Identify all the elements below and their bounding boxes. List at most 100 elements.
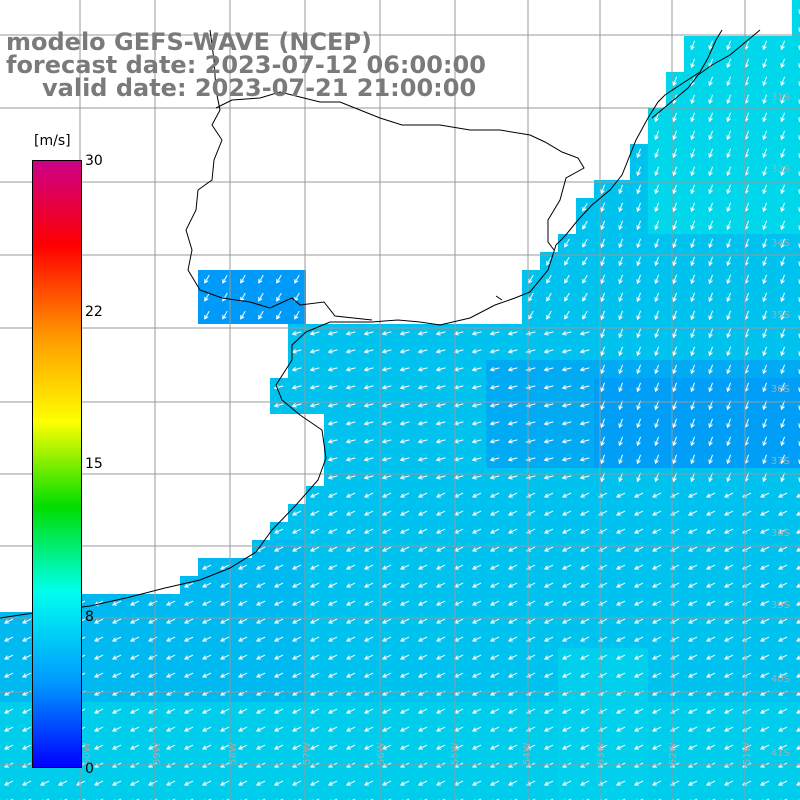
- wind-arrow: [327, 780, 338, 786]
- wind-arrow: [201, 564, 212, 570]
- wind-arrow: [399, 546, 410, 552]
- wind-arrow: [381, 439, 392, 444]
- wind-arrow: [615, 726, 626, 732]
- wind-arrow: [363, 421, 374, 426]
- wind-arrow: [258, 310, 264, 320]
- wind-arrow: [528, 292, 534, 302]
- wind-arrow: [327, 510, 338, 516]
- wind-arrow: [435, 492, 446, 498]
- wind-arrow: [489, 421, 500, 426]
- wind-arrow: [705, 636, 716, 642]
- wind-arrow: [309, 582, 320, 588]
- wind-arrow: [345, 385, 356, 390]
- lon-label: 54W: [522, 742, 533, 765]
- wind-arrow: [507, 367, 518, 372]
- wind-arrow: [219, 726, 230, 732]
- wind-arrow: [579, 457, 590, 462]
- wind-arrow: [363, 726, 374, 732]
- wind-arrow: [345, 780, 356, 786]
- wind-arrow: [93, 780, 104, 786]
- wind-cell: [684, 792, 702, 800]
- wind-arrow: [111, 708, 122, 714]
- wind-arrow: [579, 636, 590, 642]
- wind-arrow: [111, 600, 122, 606]
- wind-cell: [792, 468, 800, 486]
- wind-arrow: [381, 385, 392, 390]
- wind-arrow: [435, 546, 446, 552]
- wind-arrow: [471, 564, 482, 570]
- wind-arrow: [435, 744, 446, 750]
- wind-cell: [792, 0, 800, 18]
- wind-arrow: [255, 744, 266, 750]
- wind-arrow: [435, 349, 446, 354]
- wind-cell: [432, 792, 450, 800]
- wind-cell: [468, 792, 486, 800]
- wind-arrow: [528, 310, 534, 320]
- wind-arrow: [564, 256, 570, 266]
- colorbar-tick-0: 0: [85, 761, 94, 777]
- wind-arrow: [381, 618, 392, 624]
- wind-arrow: [399, 528, 410, 534]
- wind-arrow: [291, 385, 302, 390]
- wind-arrow: [507, 349, 518, 354]
- wind-cell: [702, 792, 720, 800]
- wind-arrow: [600, 418, 606, 429]
- wind-cell: [450, 792, 468, 800]
- wind-arrow: [273, 564, 284, 570]
- wind-arrow: [327, 421, 338, 426]
- wind-arrow: [654, 112, 660, 123]
- wind-arrow: [399, 600, 410, 606]
- wind-arrow: [672, 418, 678, 429]
- wind-cell: [486, 792, 504, 800]
- wind-cell: [90, 792, 108, 800]
- wind-arrow: [723, 744, 734, 750]
- wind-arrow: [435, 600, 446, 606]
- wind-arrow: [654, 148, 660, 159]
- wind-arrow: [345, 349, 356, 354]
- wind-arrow: [381, 564, 392, 570]
- wind-arrow: [507, 726, 518, 732]
- wind-arrow: [780, 364, 786, 375]
- wind-arrow: [363, 349, 374, 354]
- wind-arrow: [417, 564, 428, 570]
- wind-arrow: [327, 708, 338, 714]
- wind-arrow: [471, 744, 482, 750]
- wind-arrow: [615, 582, 626, 588]
- wind-arrow: [759, 528, 770, 534]
- wind-arrow: [705, 744, 716, 750]
- wind-arrow: [417, 618, 428, 624]
- wind-arrow: [579, 726, 590, 732]
- wind-arrow: [255, 726, 266, 732]
- wind-arrow: [201, 618, 212, 624]
- wind-arrow: [672, 274, 678, 285]
- wind-arrow: [780, 202, 786, 213]
- wind-arrow: [417, 492, 428, 498]
- wind-arrow: [294, 310, 300, 320]
- wind-arrow: [651, 636, 662, 642]
- wind-arrow: [273, 654, 284, 660]
- wind-arrow: [255, 636, 266, 642]
- wind-arrow: [129, 708, 140, 714]
- wind-arrow: [705, 528, 716, 534]
- wind-arrow: [165, 672, 176, 678]
- wind-arrow: [726, 220, 732, 231]
- wind-arrow: [363, 564, 374, 570]
- wind-cell: [792, 792, 800, 800]
- wind-arrow: [762, 310, 768, 321]
- wind-cell: [378, 792, 396, 800]
- wind-arrow: [561, 349, 572, 354]
- wind-arrow: [759, 672, 770, 678]
- wind-arrow: [291, 528, 302, 534]
- wind-arrow: [687, 708, 698, 714]
- wind-arrow: [327, 618, 338, 624]
- wind-arrow: [582, 274, 588, 284]
- wind-arrow: [687, 744, 698, 750]
- wind-arrow: [600, 238, 606, 249]
- wind-arrow: [507, 331, 518, 336]
- wind-arrow: [708, 166, 714, 177]
- wind-arrow: [615, 546, 626, 552]
- wind-arrow: [435, 564, 446, 570]
- wind-arrow: [417, 726, 428, 732]
- wind-arrow: [654, 220, 660, 231]
